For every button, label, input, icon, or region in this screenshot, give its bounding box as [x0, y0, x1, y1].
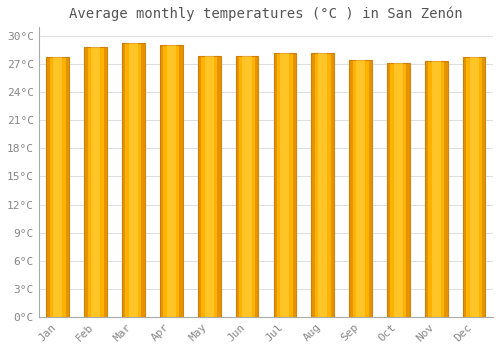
- Bar: [53, 57, 62, 317]
- Bar: [217, 56, 220, 317]
- Bar: [46, 57, 50, 317]
- Bar: [198, 56, 220, 317]
- Bar: [84, 47, 87, 317]
- Bar: [255, 56, 258, 317]
- Bar: [368, 60, 372, 317]
- Bar: [160, 44, 182, 317]
- Bar: [470, 57, 478, 317]
- Bar: [349, 60, 372, 317]
- Bar: [463, 57, 485, 317]
- Bar: [198, 56, 201, 317]
- Bar: [312, 53, 334, 317]
- Bar: [425, 61, 448, 317]
- Title: Average monthly temperatures (°C ) in San Zenón: Average monthly temperatures (°C ) in Sa…: [69, 7, 462, 21]
- Bar: [356, 60, 365, 317]
- Bar: [142, 43, 145, 317]
- Bar: [463, 57, 466, 317]
- Bar: [274, 53, 296, 317]
- Bar: [312, 53, 315, 317]
- Bar: [387, 63, 410, 317]
- Bar: [349, 60, 352, 317]
- Bar: [179, 44, 182, 317]
- Bar: [280, 53, 289, 317]
- Bar: [66, 57, 69, 317]
- Bar: [274, 53, 277, 317]
- Bar: [482, 57, 486, 317]
- Bar: [104, 47, 107, 317]
- Bar: [129, 43, 138, 317]
- Bar: [293, 53, 296, 317]
- Bar: [122, 43, 126, 317]
- Bar: [122, 43, 145, 317]
- Bar: [236, 56, 258, 317]
- Bar: [242, 56, 252, 317]
- Bar: [432, 61, 441, 317]
- Bar: [236, 56, 239, 317]
- Bar: [318, 53, 328, 317]
- Bar: [444, 61, 448, 317]
- Bar: [84, 47, 107, 317]
- Bar: [167, 44, 176, 317]
- Bar: [387, 63, 390, 317]
- Bar: [160, 44, 164, 317]
- Bar: [46, 57, 69, 317]
- Bar: [204, 56, 214, 317]
- Bar: [406, 63, 410, 317]
- Bar: [394, 63, 403, 317]
- Bar: [330, 53, 334, 317]
- Bar: [425, 61, 428, 317]
- Bar: [91, 47, 100, 317]
